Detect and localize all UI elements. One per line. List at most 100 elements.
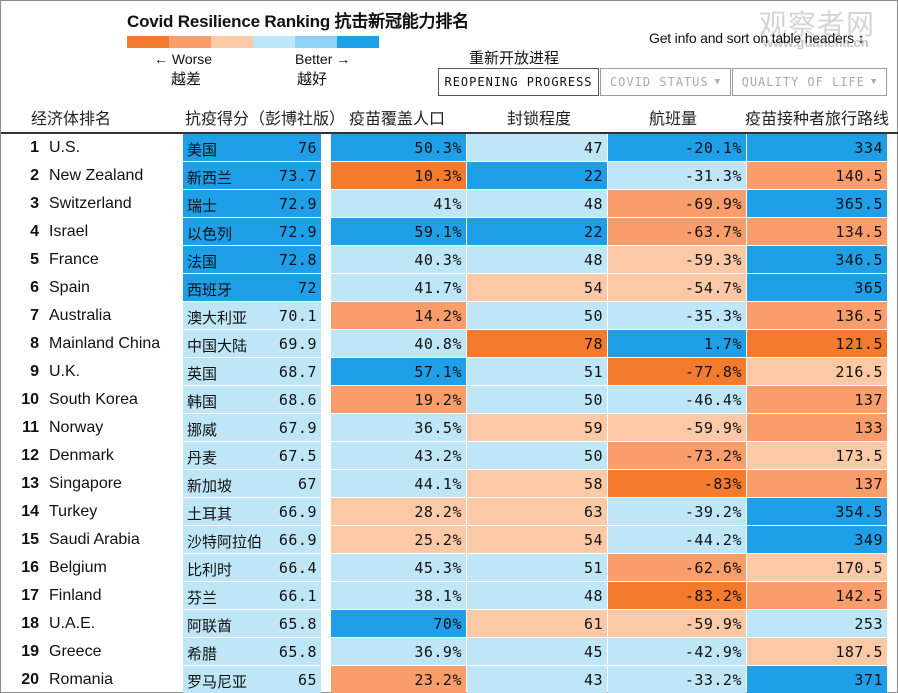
economy-name: Saudi Arabia [49,531,140,548]
routes-cell: 137 [747,470,887,497]
score-value: 67.5 [278,447,317,465]
score-cell: 土耳其 66.9 [183,498,321,525]
flights-cell: -35.3% [608,302,746,329]
flights-value: -83% [703,475,742,493]
tab-quality-of-life[interactable]: QUALITY OF LIFE ▼ [732,68,887,96]
routes-cell: 354.5 [747,498,887,525]
lockdown-value: 48 [583,587,603,605]
score-cell: 西班牙 72 [183,274,321,301]
flights-cell: -69.9% [608,190,746,217]
routes-cell: 365.5 [747,190,887,217]
vaccine-value: 38.1% [414,587,462,605]
routes-value: 253 [854,615,883,633]
header-economy-rank[interactable]: 经济体排名 [31,111,112,128]
economy-name: Switzerland [49,195,132,212]
tab-reopening-progress[interactable]: REOPENING PROGRESS [438,68,599,96]
lockdown-value: 61 [583,615,603,633]
score-value: 65.8 [278,643,317,661]
flights-cell: -59.9% [608,414,746,441]
routes-value: 349 [854,531,883,549]
economy-name: Norway [49,419,104,436]
rank-number: 17 [21,587,39,604]
header-vaccinated-travel-routes[interactable]: 疫苗接种者旅行路线 [745,111,890,128]
vaccine-value: 28.2% [414,503,462,521]
routes-cell: 187.5 [747,638,887,665]
routes-value: 354.5 [835,503,883,521]
flights-value: -35.3% [684,307,742,325]
economy-name-cn: 澳大利亚 [187,310,248,327]
header-vaccine-coverage[interactable]: 疫苗覆盖人口 [349,111,446,128]
page-title: Covid Resilience Ranking 抗击新冠能力排名 [127,12,469,31]
economy-name-cn: 中国大陆 [187,338,248,355]
rank-number: 15 [21,531,39,548]
economy-name-cn: 土耳其 [187,506,233,523]
economy-name: U.S. [49,139,81,156]
vaccine-value: 40.8% [414,335,462,353]
routes-cell: 134.5 [747,218,887,245]
routes-cell: 371 [747,666,887,693]
lockdown-cell: 43 [467,666,607,693]
table-row: 5 France 法国 72.8 40.3% 48 -59.3% 346.5 [1,246,898,274]
table-row: 1 U.S. 美国 76 50.3% 47 -20.1% 334 [1,134,898,162]
header-lockdown-severity[interactable]: 封锁程度 [507,111,572,128]
lockdown-cell: 51 [467,358,607,385]
lockdown-value: 45 [583,643,603,661]
table-row: 4 Israel 以色列 72.9 59.1% 22 -63.7% 134.5 [1,218,898,246]
flights-value: -54.7% [684,279,742,297]
vaccine-cell: 10.3% [331,162,466,189]
lockdown-value: 51 [583,363,603,381]
vaccine-cell: 45.3% [331,554,466,581]
rank-number: 16 [21,559,39,576]
economy-name-cn: 比利时 [187,562,233,579]
rank-number: 12 [21,447,39,464]
economy-name-cn: 挪威 [187,422,218,439]
economy-name-cn: 以色列 [187,226,233,243]
lockdown-value: 50 [583,307,603,325]
vaccine-value: 36.9% [414,643,462,661]
header-score[interactable]: 抗疫得分（彭博社版） [185,111,346,128]
economy-name: Mainland China [49,335,161,352]
flights-cell: -44.2% [608,526,746,553]
tab-covid-status[interactable]: COVID STATUS ▼ [600,68,731,96]
lockdown-value: 51 [583,559,603,577]
rank-number: 13 [21,475,39,492]
economy-name-cn: 新西兰 [187,170,233,187]
header-flight-capacity[interactable]: 航班量 [649,111,698,128]
vaccine-cell: 70% [331,610,466,637]
score-value: 65 [297,671,317,689]
lockdown-value: 54 [583,279,603,297]
vaccine-cell: 57.1% [331,358,466,385]
routes-value: 346.5 [835,251,883,269]
legend-swatch [211,36,253,48]
lockdown-cell: 48 [467,246,607,273]
vaccine-cell: 43.2% [331,442,466,469]
rank-number: 5 [30,251,39,268]
vaccine-cell: 41% [331,190,466,217]
economy-name-cn: 芬兰 [187,590,218,607]
lockdown-cell: 50 [467,386,607,413]
economy-name: France [49,251,99,268]
flights-value: -59.9% [684,419,742,437]
score-cell: 罗马尼亚 65 [183,666,321,693]
score-cell: 中国大陆 69.9 [183,330,321,357]
table-row: 12 Denmark 丹麦 67.5 43.2% 50 -73.2% 173.5 [1,442,898,470]
vaccine-value: 70% [433,615,462,633]
table-row: 7 Australia 澳大利亚 70.1 14.2% 50 -35.3% 136.5 [1,302,898,330]
flights-cell: -33.2% [608,666,746,693]
rank-number: 8 [30,335,39,352]
routes-value: 170.5 [835,559,883,577]
vaccine-cell: 44.1% [331,470,466,497]
flights-value: -73.2% [684,447,742,465]
table-row: 18 U.A.E. 阿联酋 65.8 70% 61 -59.9% 253 [1,610,898,638]
routes-cell: 346.5 [747,246,887,273]
legend-better-label-cn: 越好 [297,71,328,88]
vaccine-value: 45.3% [414,559,462,577]
lockdown-value: 78 [583,335,603,353]
score-cell: 新西兰 73.7 [183,162,321,189]
economy-name: U.A.E. [49,615,96,632]
flights-cell: -83.2% [608,582,746,609]
lockdown-cell: 50 [467,302,607,329]
score-cell: 瑞士 72.9 [183,190,321,217]
routes-cell: 170.5 [747,554,887,581]
routes-value: 365.5 [835,195,883,213]
